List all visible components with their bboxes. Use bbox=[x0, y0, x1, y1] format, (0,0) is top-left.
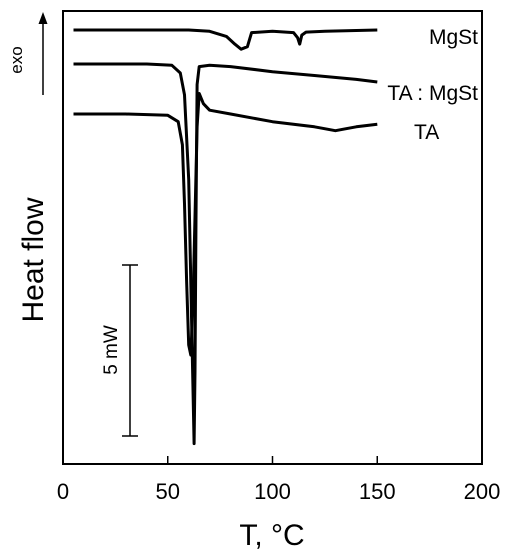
curve-labels: MgSt TA : MgSt TA bbox=[387, 26, 478, 144]
exo-arrowhead-icon bbox=[38, 12, 48, 24]
curve-ta-mgst bbox=[73, 62, 378, 446]
y-axis-label: Heat flow bbox=[17, 197, 50, 322]
curve-label-0: MgSt bbox=[429, 26, 478, 49]
scale-bar-label: 5 mW bbox=[101, 325, 122, 375]
exo-label: exo bbox=[7, 46, 26, 73]
x-tick-label-1: 50 bbox=[156, 479, 180, 504]
x-tick-label-0: 0 bbox=[57, 479, 69, 504]
x-tick-label-3: 150 bbox=[359, 479, 396, 504]
curves bbox=[73, 28, 378, 446]
curve-label-1: TA : MgSt bbox=[387, 82, 478, 105]
plot-frame bbox=[62, 10, 483, 465]
curve-mgst bbox=[73, 28, 378, 51]
curve-ta bbox=[73, 92, 378, 357]
x-axis-ticks: 0 50 100 150 200 bbox=[57, 456, 500, 504]
x-tick-label-2: 100 bbox=[254, 479, 291, 504]
x-axis-label: T, °C bbox=[239, 519, 304, 552]
curve-label-2: TA bbox=[414, 121, 439, 144]
x-tick-label-4: 200 bbox=[464, 479, 501, 504]
